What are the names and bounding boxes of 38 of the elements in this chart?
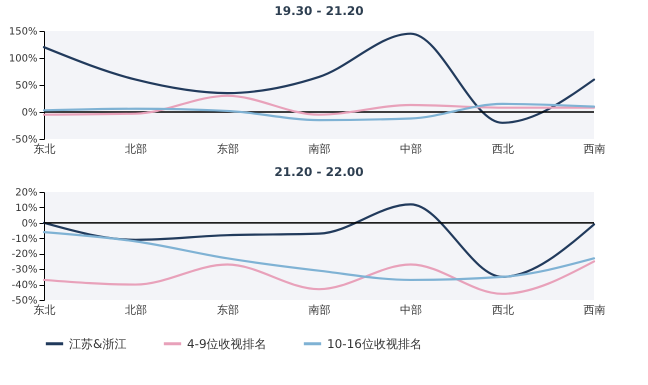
y-tick-label: 10% xyxy=(15,202,38,214)
y-tick-label: -30% xyxy=(12,264,38,276)
x-tick-label: 中部 xyxy=(400,304,422,316)
line-series xyxy=(42,94,596,116)
legend-label: 4-9位收视排名 xyxy=(187,336,267,351)
chart-title: 21.20 - 22.00 xyxy=(274,165,364,179)
x-tick-label: 西南 xyxy=(584,304,606,316)
line-series xyxy=(42,32,596,124)
y-tick-label: -10% xyxy=(12,234,38,245)
y-tick-label: -50% xyxy=(12,296,38,306)
x-tick-label: 东北 xyxy=(34,142,56,156)
y-tick-label: -20% xyxy=(12,249,38,260)
y-tick-label: 150% xyxy=(8,26,38,38)
y-tick-label: 0% xyxy=(22,108,38,118)
x-tick-label: 东部 xyxy=(216,304,239,316)
y-tick-label: 20% xyxy=(15,188,38,198)
x-tick-label: 北部 xyxy=(125,304,148,316)
line-series xyxy=(42,260,596,295)
chart-title: 19.30 - 21.20 xyxy=(274,4,364,18)
y-tick-label: -50% xyxy=(12,134,38,146)
x-tick-label: 南部 xyxy=(308,142,330,156)
line-series xyxy=(42,102,596,122)
x-tick-label: 西南 xyxy=(584,142,606,156)
legend-label: 江苏&浙江 xyxy=(69,336,126,351)
legend-label: 10-16位收视排名 xyxy=(327,336,422,351)
y-tick-label: 50% xyxy=(15,80,38,92)
line-series xyxy=(42,231,596,282)
x-tick-label: 东北 xyxy=(34,304,56,316)
x-tick-label: 西北 xyxy=(492,142,514,156)
line-series xyxy=(42,203,596,278)
x-tick-label: 南部 xyxy=(308,304,330,316)
y-tick-label: -40% xyxy=(12,280,38,292)
y-tick-label: 0% xyxy=(22,218,38,230)
y-tick-label: 100% xyxy=(8,54,38,64)
x-tick-label: 东部 xyxy=(216,142,239,156)
x-tick-label: 西北 xyxy=(492,304,514,316)
x-tick-label: 北部 xyxy=(125,142,148,156)
x-tick-label: 中部 xyxy=(400,142,422,156)
